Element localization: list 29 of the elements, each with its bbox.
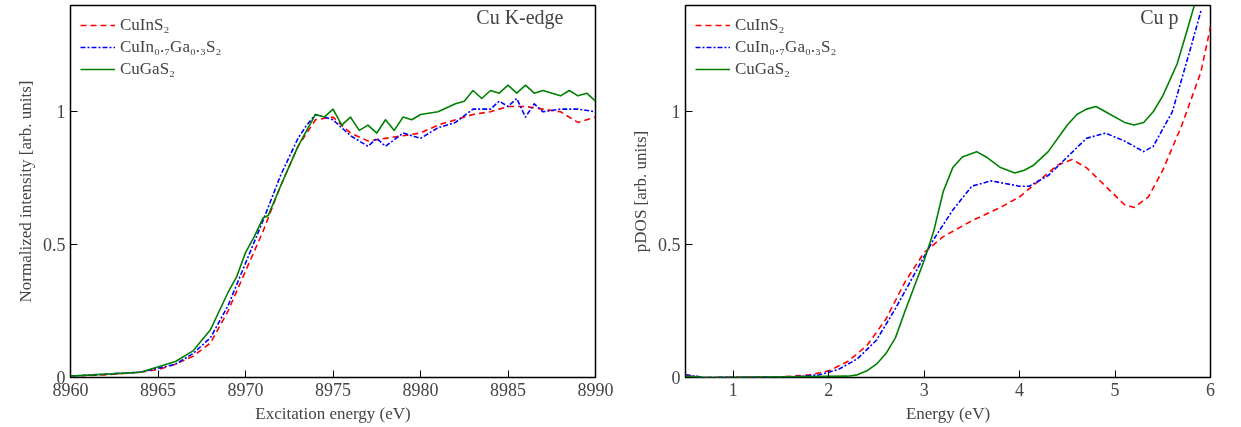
legend-label: CuIn₀.₇Ga₀.₃S₂ <box>120 37 222 57</box>
x-axis-title: Energy (eV) <box>905 403 991 423</box>
y-tick-label: 1 <box>56 102 66 123</box>
x-tick-label: 8990 <box>577 379 614 400</box>
x-tick-label: 2 <box>824 379 834 400</box>
y-axis-title: Normalized intensity [arb. units] <box>16 80 35 303</box>
x-tick-label: 3 <box>919 379 929 400</box>
y-tick-label: 0.5 <box>43 235 66 256</box>
x-tick-label: 8965 <box>140 379 176 400</box>
annotation: Cu K-edge <box>476 5 564 29</box>
legend-label: CuInS₂ <box>120 15 170 35</box>
y-axis-title: pDOS [arb. units] <box>631 130 650 253</box>
x-axis-title: Excitation energy (eV) <box>255 403 411 423</box>
legend-label: CuGaS₂ <box>735 59 791 79</box>
x-tick-label: 8980 <box>402 379 439 400</box>
x-tick-label: 6 <box>1206 379 1215 400</box>
x-tick-label: 8970 <box>227 379 264 400</box>
x-tick-label: 8985 <box>490 379 526 400</box>
legend-label: CuGaS₂ <box>120 59 176 79</box>
annotation: Cu p <box>1140 5 1179 29</box>
x-tick-label: 8975 <box>315 379 351 400</box>
legend-label: CuIn₀.₇Ga₀.₃S₂ <box>735 37 837 57</box>
y-tick-label: 1 <box>671 102 681 123</box>
x-tick-label: 1 <box>728 379 738 400</box>
x-tick-label: 5 <box>1110 379 1120 400</box>
x-tick-label: 4 <box>1015 379 1025 400</box>
y-tick-label: 0 <box>671 368 681 388</box>
y-tick-label: 0.5 <box>658 235 681 256</box>
legend-label: CuInS₂ <box>735 15 785 35</box>
